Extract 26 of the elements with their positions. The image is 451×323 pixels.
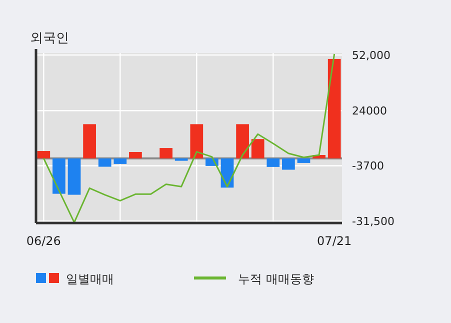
y-tick-label: -3700 [352,160,384,173]
legend-label: 일별매매 [66,272,114,286]
bar [83,124,96,158]
bar [129,152,142,158]
bar [52,158,66,194]
bar [282,158,295,170]
x-tick-label: 06/26 [26,234,61,248]
bar [328,58,341,158]
bar [174,158,188,161]
bar [266,158,280,167]
bar [160,148,172,158]
y-tick-label: 24000 [352,104,387,118]
bar [236,124,249,158]
bar [37,151,50,158]
bar [114,158,127,164]
bar [68,158,81,195]
bar [98,158,112,167]
x-tick-label: 07/21 [317,234,352,248]
bar [297,158,310,163]
y-tick-label: 52,000 [352,48,390,62]
chart-title: 외국인 [30,31,69,46]
line-series [42,53,336,224]
legend-label: 누적 매매동향 [238,272,314,286]
bar [190,124,204,158]
bar [251,139,264,158]
y-tick-label: -31,500 [352,215,394,228]
